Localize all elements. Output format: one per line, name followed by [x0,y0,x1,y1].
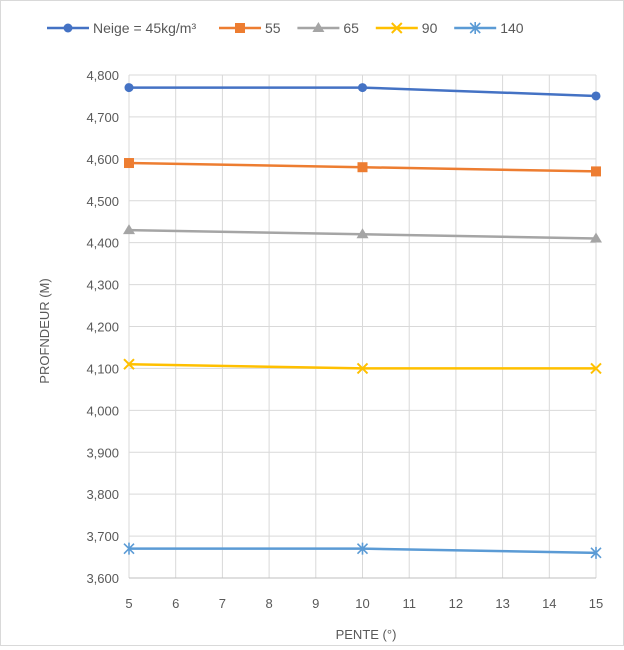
data-point [591,166,601,177]
legend-marker [469,22,481,34]
grid-lines [128,74,597,579]
legend-item: 65 [297,20,359,36]
legend-label: 140 [500,20,524,36]
data-point [124,158,134,169]
y-tick-label: 4,100 [86,361,119,376]
legend-marker [63,23,73,33]
data-point [357,162,368,173]
x-tick-label: 5 [125,596,132,611]
legend-marker [391,22,403,34]
data-point [123,542,135,555]
legend-item: Neige = 45kg/m³ [47,20,196,36]
x-tick-label: 7 [219,596,226,611]
y-tick-label: 4,800 [86,68,119,83]
x-tick-label: 13 [495,596,509,611]
data-point [358,83,367,93]
y-tick-label: 3,900 [86,445,119,460]
data-point [590,546,602,559]
y-tick-label: 3,700 [86,529,119,544]
data-point [590,362,602,375]
y-tick-label: 4,300 [86,278,119,293]
x-tick-label: 6 [172,596,179,611]
y-tick-label: 4,000 [86,403,119,418]
x-tick-label: 11 [402,596,416,611]
x-tick-label: 10 [355,596,369,611]
data-point [590,232,602,243]
legend-item: 55 [219,20,281,36]
y-axis-title: PROFNDEUR (M) [37,278,52,383]
x-tick-label: 8 [265,596,272,611]
legend-label: 55 [265,20,281,36]
x-tick-label: 12 [449,596,463,611]
x-tick-label: 14 [542,596,556,611]
y-tick-label: 4,200 [86,320,119,335]
data-point [356,542,369,555]
y-tick-label: 4,500 [86,194,119,209]
data-point [356,362,369,375]
data-point [124,83,134,93]
legend-label: 90 [422,20,438,36]
legend-label: 65 [343,20,359,36]
y-tick-label: 3,800 [86,487,119,502]
y-tick-label: 4,700 [86,110,119,125]
legend-marker [235,23,245,33]
y-tick-label: 4,600 [86,152,119,167]
data-point [123,358,135,370]
x-tick-label: 9 [312,596,319,611]
y-tick-label: 4,400 [86,236,119,251]
x-axis-title: PENTE (°) [336,627,397,642]
legend-item: 90 [375,20,438,36]
data-point [591,91,601,101]
axes: 3,600 3,700 3,800 3,900 4,000 4,100 4,200 4,300… [86,68,603,611]
legend-label: Neige = 45kg/m³ [93,20,196,36]
x-tick-label: 15 [589,596,603,611]
series-lines [123,83,602,559]
data-point [123,224,135,235]
legend-marker [312,22,325,32]
legend: Neige = 45kg/m³ 55 65 90 140 [47,20,524,36]
data-point [356,228,369,239]
y-tick-label: 3,600 [86,571,119,586]
legend-item: 140 [454,20,524,36]
